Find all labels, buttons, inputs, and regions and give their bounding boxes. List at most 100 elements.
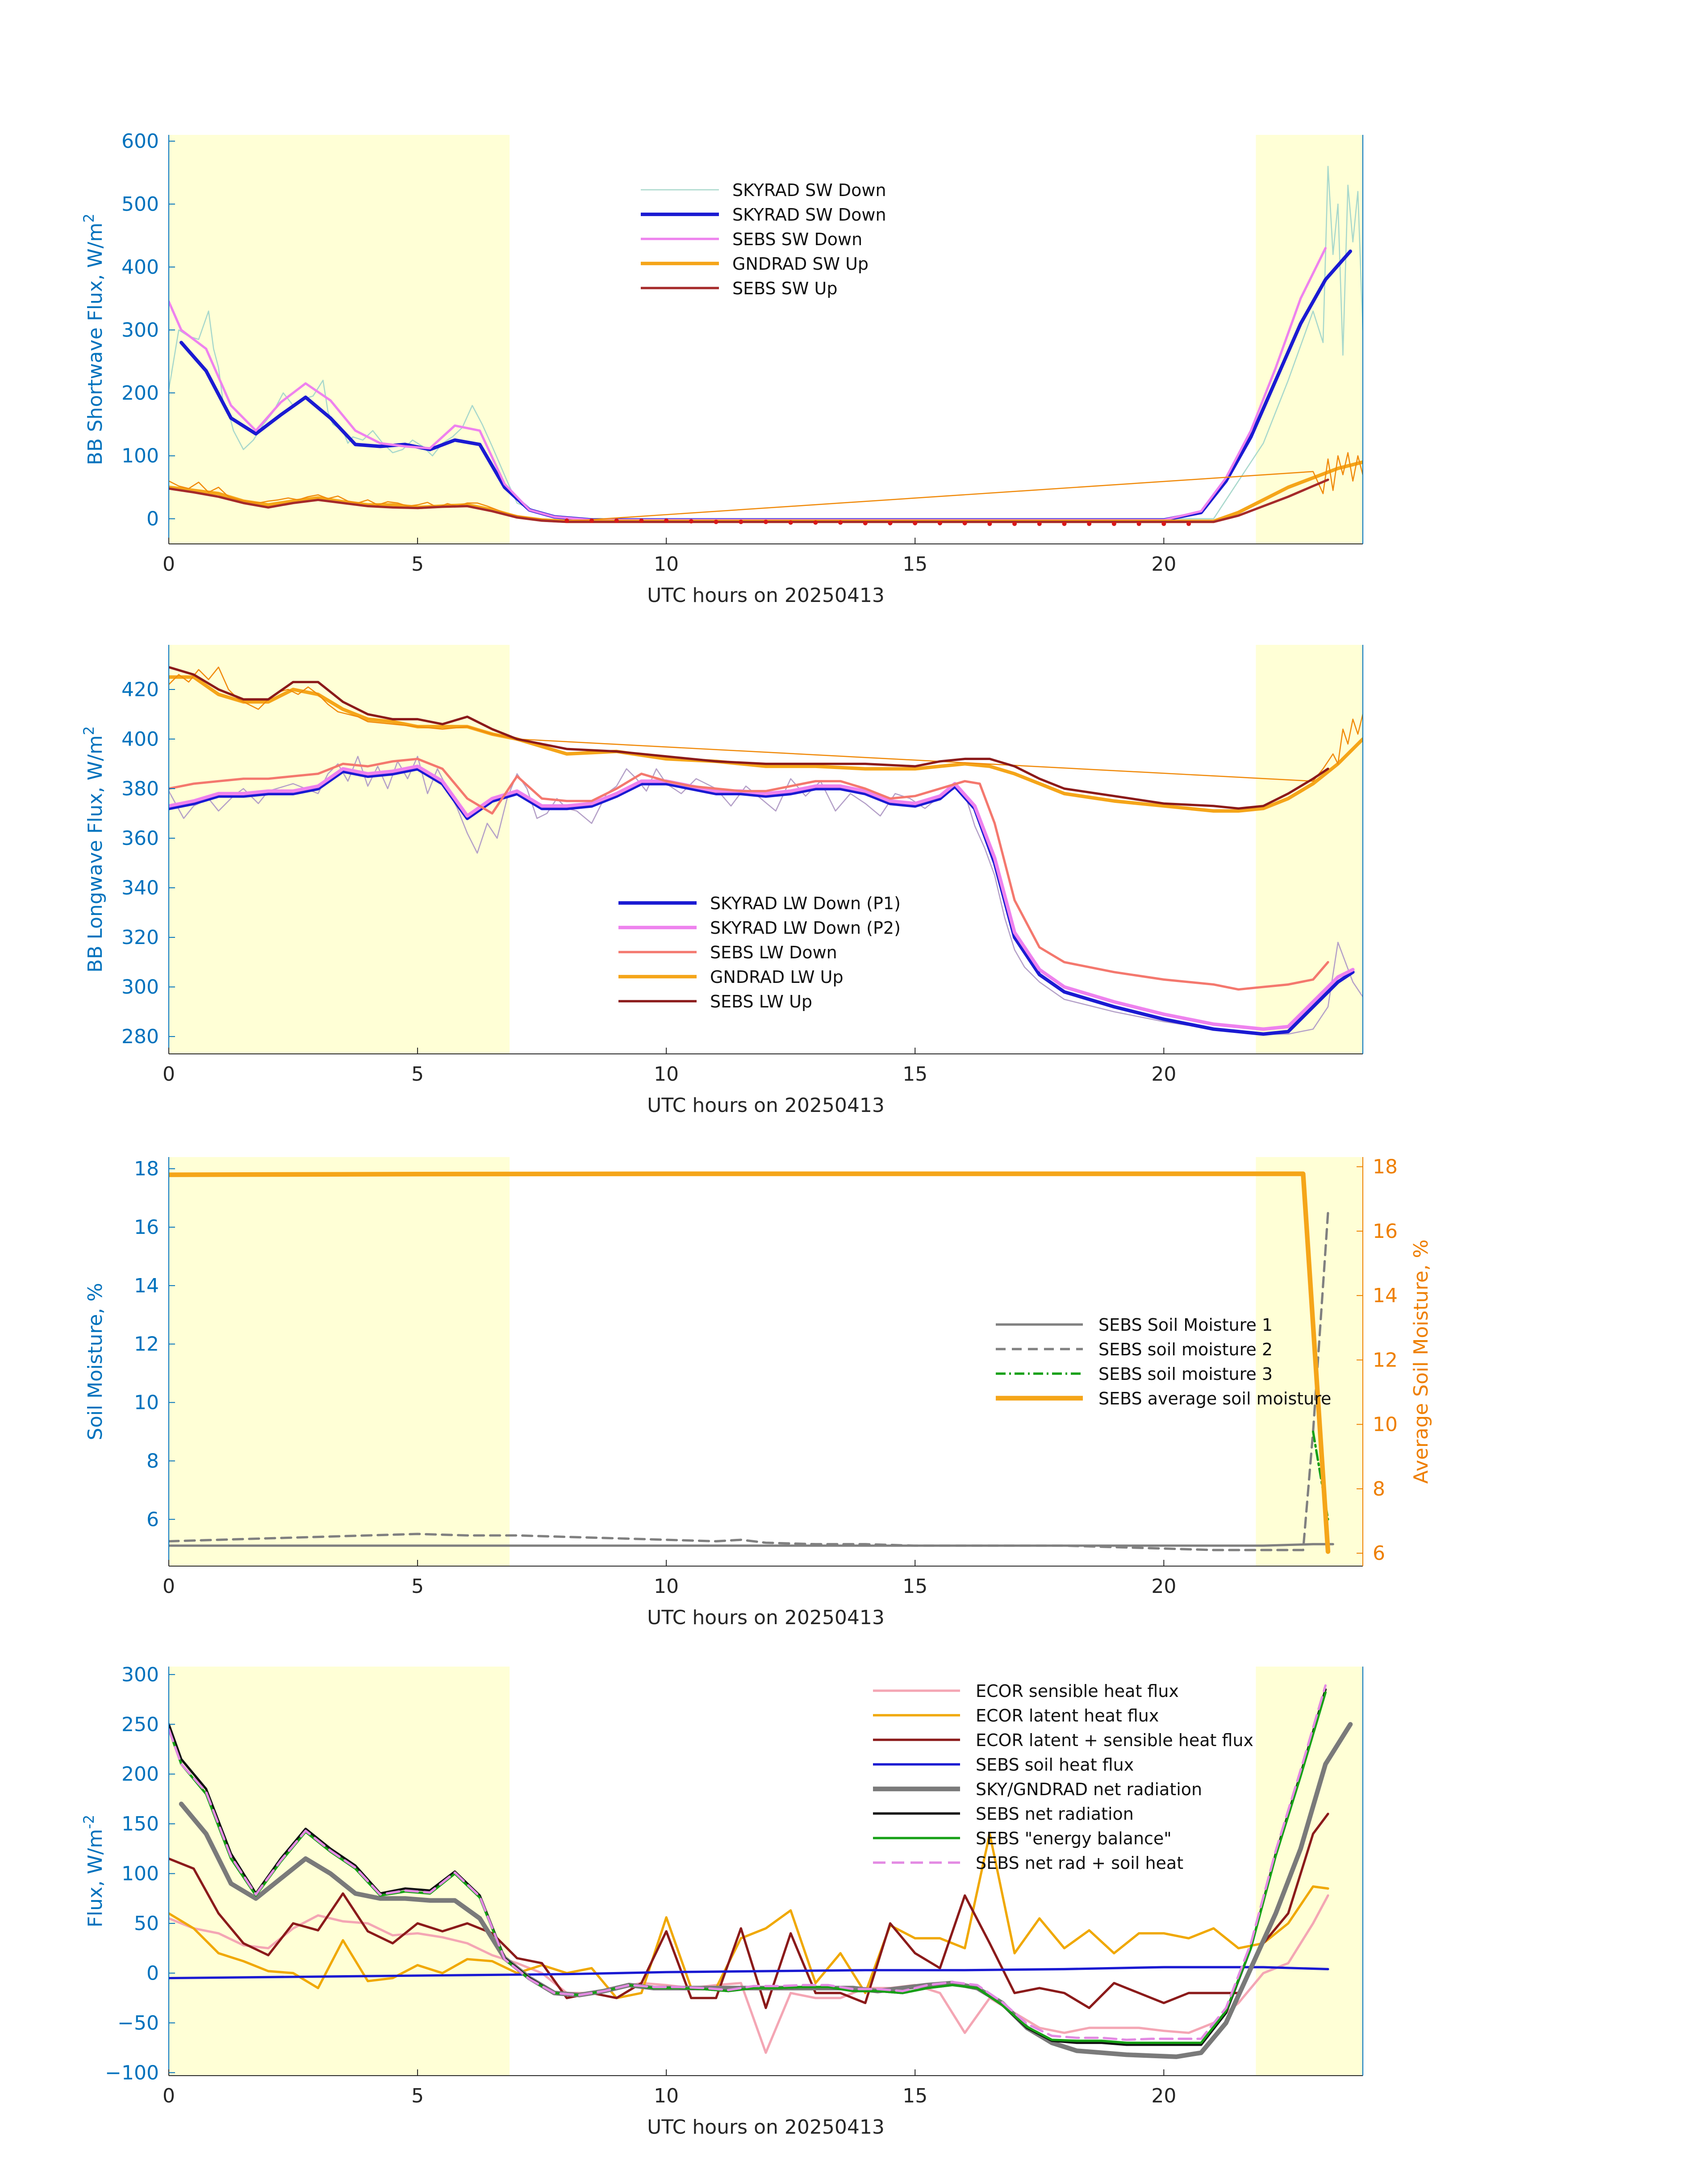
series-sebs-average-soil-moisture [169, 1171, 1331, 1554]
y-tick-label: 300 [121, 1663, 159, 1686]
legend-label: SEBS net radiation [976, 1804, 1134, 1824]
series-point [589, 518, 594, 523]
y-tick-label: 600 [121, 130, 159, 153]
y-tick-label: 360 [121, 827, 159, 850]
legend-label: SEBS soil moisture 2 [1098, 1340, 1273, 1359]
series-point [937, 521, 942, 526]
y-right-tick-label: 10 [1373, 1413, 1398, 1436]
y-tick-label: −50 [117, 2012, 159, 2035]
legend: SEBS Soil Moisture 1 SEBS soil moisture 2… [996, 1315, 1331, 1408]
y-axis-label: Soil Moisture, % [84, 1283, 107, 1440]
night-shade-band [1256, 1157, 1363, 1566]
x-tick-label: 0 [163, 1575, 175, 1598]
series-point [614, 518, 619, 523]
x-axis-label: UTC hours on 20250413 [647, 1606, 885, 1629]
legend-label: ECOR latent heat flux [976, 1706, 1159, 1726]
x-tick-label: 5 [411, 553, 424, 576]
series-point [739, 519, 743, 524]
series-point [962, 521, 967, 526]
series-sebs-soil-moisture-2 [169, 1211, 1329, 1551]
legend-label: SKYRAD LW Down (P1) [710, 894, 901, 913]
series-point [1186, 521, 1191, 526]
series-point [764, 519, 768, 524]
x-tick-label: 0 [163, 1063, 175, 1086]
legend-label: ECOR latent + sensible heat flux [976, 1730, 1253, 1750]
series-gndrad-lw-up-1-min [169, 666, 1363, 782]
series-point [564, 518, 569, 523]
x-tick-label: 10 [654, 1575, 679, 1598]
y-tick-label: 280 [121, 1025, 159, 1048]
legend-label: SKYRAD SW Down [732, 180, 886, 200]
y-axis-label-superscript: 2 [80, 213, 97, 222]
y-tick-label: 340 [121, 877, 159, 899]
series-point [1037, 521, 1042, 526]
night-shade-band [169, 645, 510, 1054]
legend-label: SEBS SW Down [732, 230, 862, 249]
series-point [1012, 521, 1017, 526]
y-axis-label: BB Longwave Flux, W/m2 [80, 726, 107, 973]
legend-label: GNDRAD SW Up [732, 254, 869, 274]
series-point [1111, 521, 1116, 526]
y-tick-label: 320 [121, 926, 159, 949]
plot-area [169, 1684, 1353, 2059]
y-axis-label: BB Shortwave Flux, W/m2 [80, 213, 107, 465]
series-skyrad-sw-down [169, 166, 1363, 519]
y-right-tick-label: 8 [1373, 1478, 1385, 1500]
series-point [1087, 521, 1092, 526]
y-axis-right-label: Average Soil Moisture, % [1410, 1239, 1432, 1483]
night-shade-band [169, 135, 510, 544]
legend-label: SEBS soil heat flux [976, 1755, 1134, 1775]
x-tick-label: 20 [1151, 2085, 1176, 2107]
x-tick-label: 10 [654, 2085, 679, 2107]
series-point [913, 521, 918, 526]
series-point [664, 518, 669, 523]
series-sebs-sw-down [169, 247, 1327, 522]
y-tick-label: 380 [121, 777, 159, 800]
legend-label: SEBS net rad + soil heat [976, 1853, 1183, 1873]
x-tick-label: 5 [411, 2085, 424, 2107]
x-tick-label: 5 [411, 1063, 424, 1086]
y-tick-label: 150 [121, 1813, 159, 1835]
y-tick-label: 250 [121, 1713, 159, 1736]
x-axis-label: UTC hours on 20250413 [647, 1094, 885, 1117]
legend: SKYRAD LW Down (P1) SKYRAD LW Down (P2) SE… [618, 894, 901, 1011]
series-sebs-soil-moisture-1 [169, 1543, 1334, 1547]
y-tick-label: 8 [146, 1450, 159, 1472]
legend-label: SEBS Soil Moisture 1 [1098, 1315, 1273, 1335]
legend-label: SKY/GNDRAD net radiation [976, 1780, 1202, 1799]
y-right-tick-label: 18 [1373, 1156, 1398, 1178]
y-tick-label: 200 [121, 1763, 159, 1786]
y-tick-label: 400 [121, 256, 159, 279]
series-sebs-net-rad-soil-heat [169, 1684, 1327, 2041]
series-sebs-soil-heat-flux [169, 1966, 1329, 1980]
series-point [1161, 521, 1166, 526]
series-point [813, 520, 818, 525]
y-tick-label: 18 [134, 1157, 159, 1180]
legend-label: SKYRAD LW Down (P2) [710, 918, 901, 938]
series-gndrad-sw-up [169, 460, 1363, 523]
y-tick-label: 12 [134, 1333, 159, 1356]
series-skyrad-lw-down-p1 [169, 767, 1355, 1036]
series-point [838, 520, 843, 525]
series-ecor-latent-sensible-heat-flux [169, 1813, 1329, 2009]
series-point [788, 520, 793, 525]
legend: ECOR sensible heat flux ECOR latent heat … [873, 1681, 1253, 1873]
x-tick-label: 15 [902, 1063, 927, 1086]
legend: SKYRAD SW Down SKYRAD SW Down SEBS SW Down… [641, 180, 886, 298]
y-tick-label: 16 [134, 1216, 159, 1239]
y-tick-label: 14 [134, 1274, 159, 1297]
y-tick-label: 500 [121, 193, 159, 216]
x-tick-label: 15 [902, 2085, 927, 2107]
plot-area [169, 666, 1363, 1036]
x-axis-label: UTC hours on 20250413 [647, 2116, 885, 2139]
legend-label: SEBS soil moisture 3 [1098, 1364, 1273, 1384]
x-tick-label: 15 [902, 553, 927, 576]
series-point [1136, 521, 1141, 526]
night-shade-band [1256, 645, 1363, 1054]
y-tick-label: 10 [134, 1391, 159, 1414]
y-tick-label: 300 [121, 976, 159, 999]
series-point [689, 519, 693, 524]
y-right-tick-label: 14 [1373, 1284, 1398, 1307]
y-tick-label: 400 [121, 728, 159, 751]
